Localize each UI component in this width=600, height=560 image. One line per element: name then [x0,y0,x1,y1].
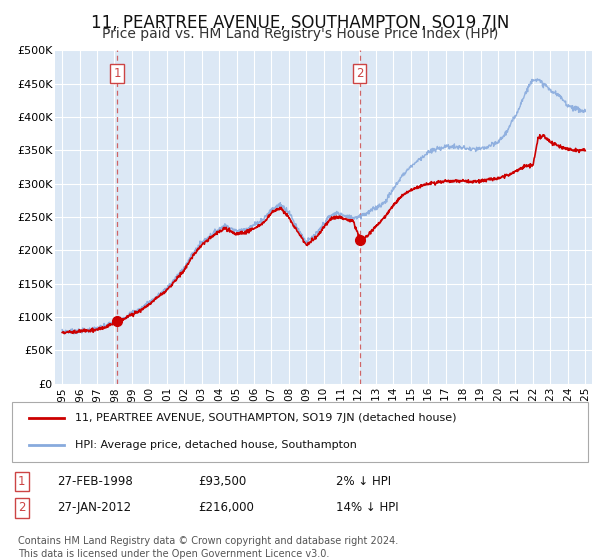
Text: 2% ↓ HPI: 2% ↓ HPI [336,475,391,488]
Text: 1: 1 [113,67,121,80]
Text: 27-FEB-1998: 27-FEB-1998 [57,475,133,488]
Text: HPI: Average price, detached house, Southampton: HPI: Average price, detached house, Sout… [76,440,357,450]
Text: £216,000: £216,000 [198,501,254,515]
Text: Contains HM Land Registry data © Crown copyright and database right 2024.
This d: Contains HM Land Registry data © Crown c… [18,536,398,559]
Text: £93,500: £93,500 [198,475,246,488]
Text: 27-JAN-2012: 27-JAN-2012 [57,501,131,515]
Text: 2: 2 [356,67,364,80]
Text: Price paid vs. HM Land Registry's House Price Index (HPI): Price paid vs. HM Land Registry's House … [102,27,498,41]
Text: 1: 1 [18,475,25,488]
Text: 11, PEARTREE AVENUE, SOUTHAMPTON, SO19 7JN (detached house): 11, PEARTREE AVENUE, SOUTHAMPTON, SO19 7… [76,413,457,423]
Text: 2: 2 [18,501,25,515]
Text: 11, PEARTREE AVENUE, SOUTHAMPTON, SO19 7JN: 11, PEARTREE AVENUE, SOUTHAMPTON, SO19 7… [91,14,509,32]
Text: 14% ↓ HPI: 14% ↓ HPI [336,501,398,515]
